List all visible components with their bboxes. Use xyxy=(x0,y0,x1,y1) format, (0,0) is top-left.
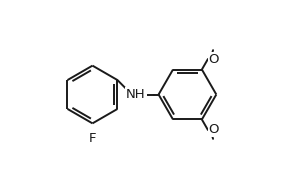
Text: O: O xyxy=(208,123,219,136)
Text: O: O xyxy=(208,53,219,66)
Text: NH: NH xyxy=(126,88,146,101)
Text: F: F xyxy=(89,132,96,145)
